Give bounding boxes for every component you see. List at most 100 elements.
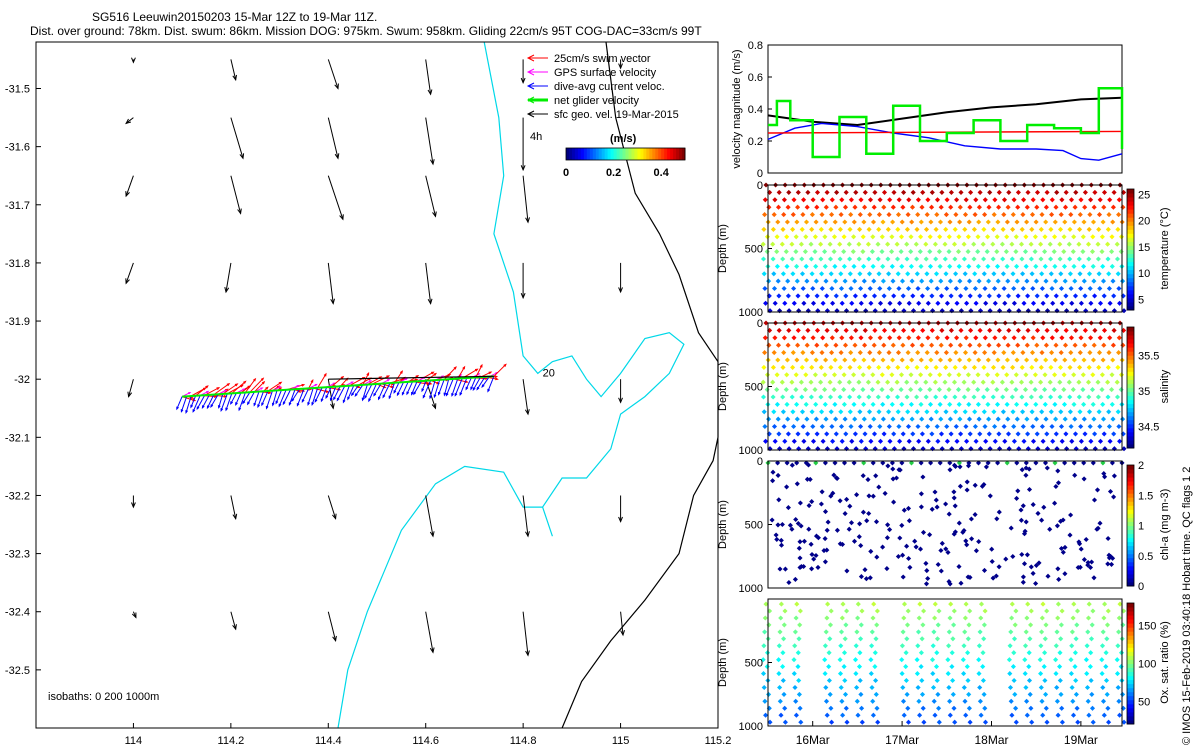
section-data-point (869, 387, 875, 393)
section-data-point (1054, 684, 1060, 691)
map-x-tick-label: 114 (125, 735, 143, 747)
section-data-point (936, 249, 942, 255)
section-data-point (1090, 608, 1096, 614)
dive-avg-current-arrow (368, 383, 377, 402)
section-data-point (1099, 249, 1105, 255)
section-data-point (762, 615, 768, 621)
swim-vector-arrow (394, 370, 403, 384)
section-data-point (1061, 234, 1067, 240)
section-data-point (1104, 636, 1110, 642)
section-data-point (828, 409, 834, 415)
section-data-point (987, 189, 993, 195)
section-data-point (1013, 719, 1019, 725)
section-data-point (961, 684, 967, 691)
section-data-point (810, 300, 817, 306)
section-data-point (942, 394, 948, 400)
geo-velocity-arrow-head (429, 531, 435, 538)
speed-colorbar-cell (607, 148, 612, 160)
dive-avg-current-arrow-head (487, 388, 491, 393)
section-data-point (792, 643, 798, 649)
section-colorbar-cell (1127, 501, 1134, 506)
geo-velocity-arrow-head (237, 208, 242, 215)
section-data-point (784, 484, 790, 490)
section-colorbar-cell (1127, 699, 1134, 705)
section-data-point (1007, 671, 1013, 677)
section-colorbar-cell (1127, 651, 1134, 656)
section-data-point (860, 387, 866, 393)
section-colorbar-cell (1127, 655, 1134, 660)
section-data-point (775, 357, 781, 363)
speed-colorbar-cell (646, 148, 650, 160)
section-data-point (1107, 438, 1113, 444)
section-data-point (1072, 650, 1078, 656)
section-data-point (1010, 271, 1016, 277)
section-data-point (1010, 409, 1016, 415)
section-data-point (760, 394, 767, 400)
section-data-point (1085, 559, 1091, 566)
section-data-point (895, 364, 901, 370)
section-data-point (1073, 677, 1079, 684)
geo-velocity-arrow-head (232, 513, 238, 520)
section-data-point (1073, 327, 1079, 333)
section-data-point (1048, 271, 1054, 277)
section-data-point (1058, 409, 1064, 415)
section-data-point (795, 293, 801, 299)
speed-colorbar-tick: 0.2 (606, 167, 621, 179)
section-data-point (1051, 249, 1057, 255)
swim-vector-arrow-head (495, 377, 499, 381)
section-data-point (1007, 684, 1014, 691)
section-data-point (1058, 350, 1064, 356)
speed-colorbar-cell (649, 148, 653, 160)
section-data-point (858, 543, 864, 549)
section-data-point (1086, 256, 1092, 262)
dive-avg-current-arrow-head (459, 392, 463, 397)
section-data-point (1116, 197, 1122, 203)
section-data-point (882, 490, 888, 496)
section-data-point (1024, 357, 1030, 363)
section-colorbar-cell (1127, 695, 1134, 701)
section-data-point (822, 234, 828, 240)
speed-colorbar-cell (616, 148, 621, 160)
section-data-point (1081, 460, 1087, 466)
section-data-point (1057, 241, 1063, 247)
section-colorbar-cell (1127, 233, 1134, 238)
section-data-point (1028, 394, 1034, 400)
section-data-point (953, 423, 959, 430)
section-data-point (985, 372, 991, 378)
section-data-point (844, 608, 850, 614)
section-y-tick-label: 500 (745, 244, 763, 256)
section-data-point (818, 226, 824, 232)
section-data-point (825, 519, 831, 525)
section-data-point (946, 643, 952, 649)
section-y-label: Depth (m) (717, 362, 729, 411)
section-colorbar-cell (1127, 193, 1134, 198)
section-data-point (1109, 460, 1115, 466)
section-data-point (1025, 189, 1031, 195)
section-data-point (784, 219, 790, 225)
section-data-point (773, 532, 779, 538)
section-data-point (868, 671, 874, 677)
geo-velocity-arrow (327, 611, 337, 641)
dive-avg-current-arrow-head (210, 404, 214, 408)
dive-avg-current-arrow-head (271, 402, 275, 407)
section-data-point (1038, 241, 1044, 247)
dive-avg-current-arrow-head (235, 402, 238, 406)
geo-velocity-arrow-head (131, 612, 137, 619)
section-colorbar-cell (1127, 371, 1134, 376)
section-data-point (1077, 364, 1083, 370)
section-data-point (823, 684, 829, 691)
section-data-point (897, 300, 903, 306)
section-data-point (1070, 615, 1076, 621)
dive-avg-current-arrow-head (242, 400, 246, 405)
section-data-point (873, 519, 880, 525)
geo-velocity-arrow (425, 117, 434, 165)
geo-velocity-arrow (327, 495, 337, 519)
section-data-point (1092, 189, 1098, 195)
section-data-point (1048, 256, 1054, 262)
dive-avg-current-arrow (465, 377, 472, 390)
dive-avg-current-arrow (314, 387, 323, 402)
section-data-point (796, 636, 802, 642)
geo-velocity-arrow-head (332, 635, 337, 643)
